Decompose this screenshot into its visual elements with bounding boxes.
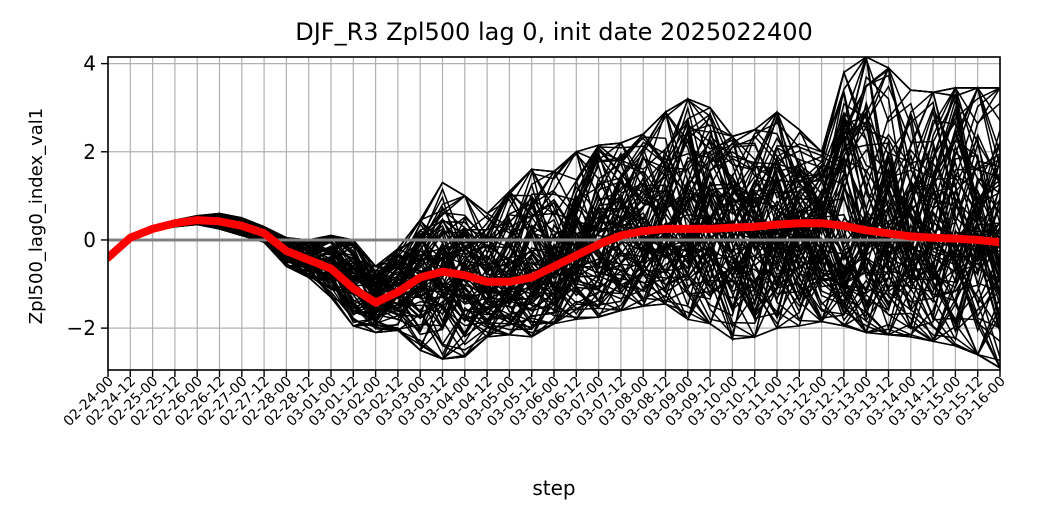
ensemble-member-line-100 (108, 57, 1000, 268)
y-axis-label: Zpl500_lag0_index_val1 (26, 108, 47, 324)
y-tick-label-3: 4 (83, 52, 96, 76)
y-tick-label-2: 2 (83, 140, 96, 164)
plot-area: −202402-24-0002-24-1202-25-0002-25-1202-… (61, 52, 1009, 430)
y-tick-label-0: −2 (67, 316, 96, 340)
series-group (108, 57, 1000, 369)
ensemble-member-line-80 (108, 173, 1000, 314)
x-axis-label: step (532, 476, 575, 500)
chart-title: DJF_R3 Zpl500 lag 0, init date 202502240… (295, 18, 813, 46)
ensemble-mean-line (108, 216, 1000, 307)
y-tick-label-1: 0 (83, 228, 96, 252)
